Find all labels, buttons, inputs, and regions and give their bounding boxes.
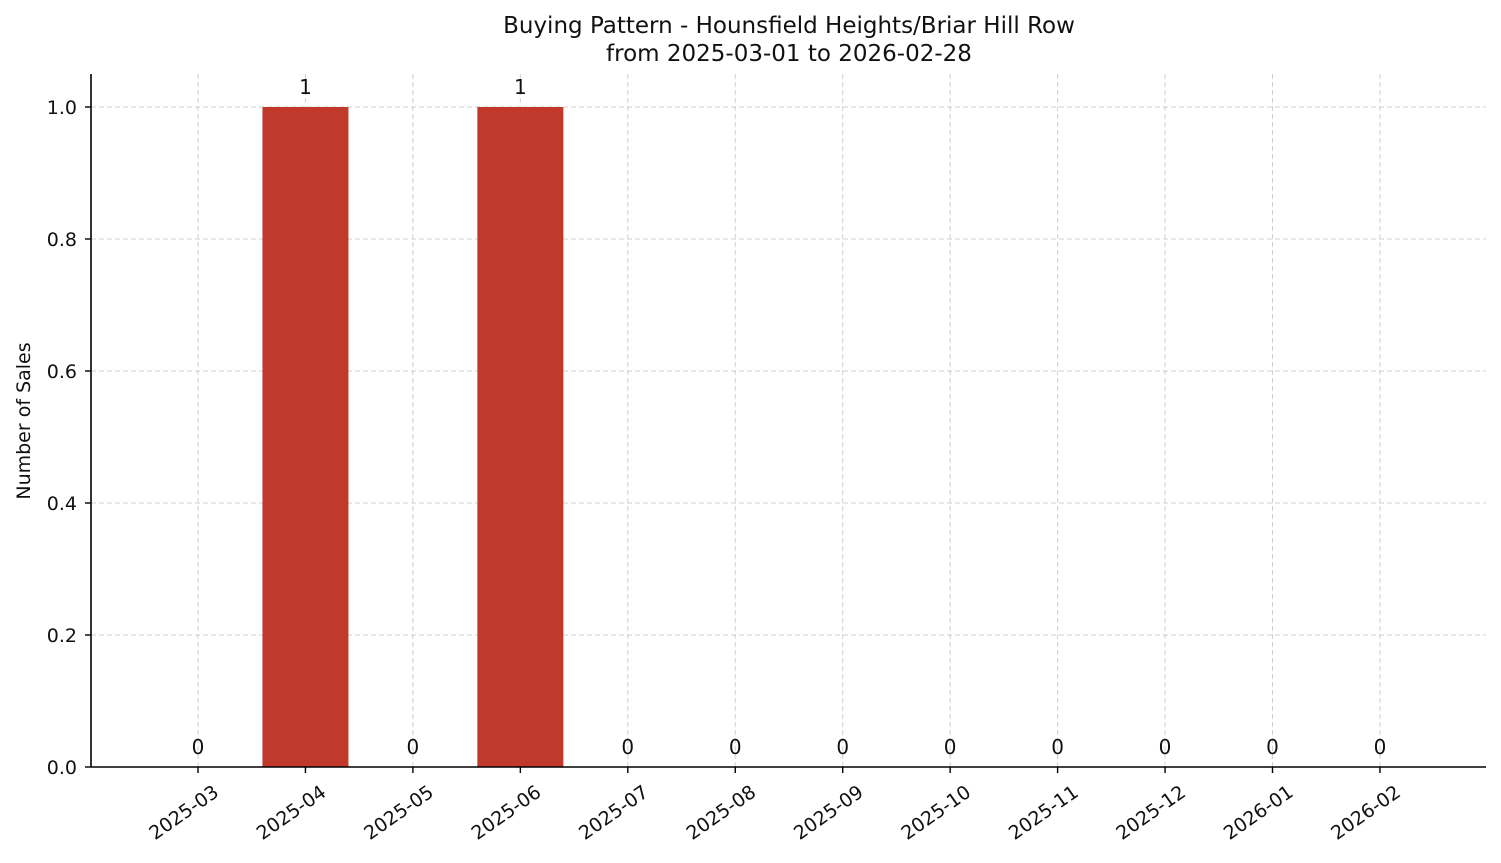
bar-value-label: 0 — [1266, 735, 1279, 759]
bar-value-label: 0 — [621, 735, 634, 759]
bar-value-label: 0 — [407, 735, 420, 759]
bar-2025-04 — [262, 107, 349, 767]
x-tick-label: 2025-10 — [897, 781, 975, 845]
x-tick-label: 2025-12 — [1112, 781, 1190, 845]
x-tick-label: 2025-09 — [790, 781, 868, 845]
bar-value-label: 0 — [1051, 735, 1064, 759]
bar-value-label: 0 — [836, 735, 849, 759]
y-tick-label: 0.8 — [47, 229, 77, 251]
x-tick-label: 2025-11 — [1005, 781, 1083, 845]
y-axis-label: Number of Sales — [13, 342, 35, 499]
x-tick-label: 2025-05 — [360, 781, 438, 845]
chart-title: Buying Pattern - Hounsfield Heights/Bria… — [503, 13, 1075, 39]
axis-ticks: 0.0 0.2 0.4 0.6 0.8 1.0 2025-03 2025-04 2025-05 2… — [47, 97, 1405, 845]
x-tick-label: 2025-04 — [253, 781, 331, 845]
x-tick-label: 2025-03 — [145, 781, 223, 845]
x-tick-label: 2026-02 — [1327, 781, 1405, 845]
x-tick-label: 2025-08 — [682, 781, 760, 845]
y-tick-label: 0.4 — [47, 493, 77, 515]
x-tick-label: 2026-01 — [1220, 781, 1298, 845]
bar-2025-06 — [477, 107, 564, 767]
bar-value-label: 0 — [1159, 735, 1172, 759]
y-tick-label: 0.0 — [47, 757, 77, 779]
bar-value-label: 0 — [729, 735, 742, 759]
x-tick-label: 2025-07 — [575, 781, 653, 845]
y-tick-label: 1.0 — [47, 97, 77, 119]
y-tick-label: 0.2 — [47, 625, 77, 647]
x-tick-label: 2025-06 — [468, 781, 546, 845]
bar-value-label: 1 — [514, 75, 527, 99]
bar-data-labels: 0 1 0 1 0 0 0 0 0 0 0 0 — [192, 75, 1387, 759]
bar-value-label: 0 — [944, 735, 957, 759]
bars — [262, 107, 564, 767]
bar-value-label: 0 — [192, 735, 205, 759]
bar-value-label: 1 — [299, 75, 312, 99]
chart-subtitle: from 2025-03-01 to 2026-02-28 — [606, 41, 972, 67]
y-tick-label: 0.6 — [47, 361, 77, 383]
bar-value-label: 0 — [1374, 735, 1387, 759]
